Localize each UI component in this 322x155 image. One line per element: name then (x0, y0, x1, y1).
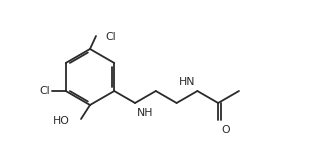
Text: Cl: Cl (105, 32, 116, 42)
Text: HO: HO (53, 116, 70, 126)
Text: O: O (221, 125, 230, 135)
Text: HN: HN (179, 77, 195, 87)
Text: Cl: Cl (39, 86, 50, 96)
Text: NH: NH (137, 108, 154, 118)
